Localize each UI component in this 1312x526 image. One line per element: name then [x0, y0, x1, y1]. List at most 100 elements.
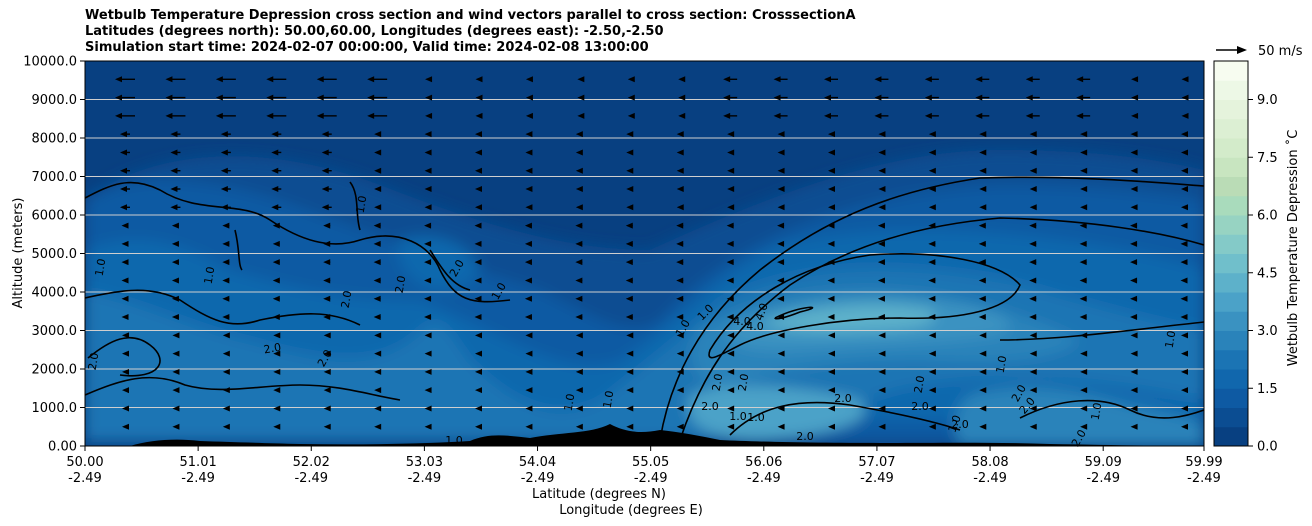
wind-vector-head: [828, 350, 835, 357]
wind-vector-head: [1029, 295, 1037, 302]
wind-vector-head: [323, 314, 331, 321]
wind-vector-head: [676, 387, 684, 394]
wind-vector-head: [676, 222, 684, 229]
wind-vector-head: [316, 94, 324, 101]
wind-vector-head: [1076, 112, 1084, 119]
wind-vector-head: [723, 76, 731, 83]
wind-vector-head: [1130, 259, 1138, 266]
wind-vector-head: [777, 277, 785, 284]
wind-vector-head: [122, 332, 129, 339]
wind-vector-head: [878, 204, 886, 211]
plot-area: 1.0 1.02.02.02.01.02.02.02.01.01.01.0 4.04…: [84, 60, 1205, 449]
wind-vector-head: [726, 314, 734, 321]
contour-label: 1.0: [1163, 330, 1179, 349]
x-tick-label-lon: -2.49: [973, 471, 1007, 486]
wind-vector-head: [222, 295, 230, 302]
contour-label: 1.0: [562, 393, 578, 412]
wind-vector-head: [1029, 350, 1037, 357]
wind-vector-head: [878, 149, 886, 156]
wind-vector-head: [525, 204, 533, 211]
wind-vector-head: [727, 368, 735, 375]
wind-vector-head: [626, 167, 634, 174]
wind-vector-head: [1181, 149, 1188, 156]
wind-vector-head: [525, 131, 533, 138]
wind-vector-head: [115, 112, 122, 119]
wind-vector-head: [424, 387, 432, 394]
wind-vector-head: [979, 423, 987, 430]
wind-vector-head: [367, 76, 375, 83]
colorbar-swatch: [1214, 176, 1248, 197]
wind-vector-head: [626, 332, 634, 339]
wind-vector-head: [115, 76, 122, 83]
wind-vector-head: [827, 295, 835, 302]
wind-vector-head: [626, 149, 634, 156]
wind-vector-head: [1029, 149, 1037, 156]
wind-vector-head: [1076, 94, 1084, 101]
colorbar-swatch: [1214, 388, 1248, 408]
wind-vector-head: [373, 314, 381, 321]
wind-vector-head: [1130, 332, 1138, 339]
colorbar-swatch: [1214, 349, 1248, 370]
contour-label: 2.0: [701, 400, 719, 413]
wind-vector-head: [524, 222, 532, 229]
colorbar-swatch: [1214, 234, 1248, 254]
x-tick-label-lat: 50.00: [66, 455, 103, 470]
x-tick-label-lat: 54.04: [519, 455, 556, 470]
wind-vector-head: [627, 94, 635, 101]
wind-vector-head: [474, 314, 482, 321]
wind-vector-head: [120, 186, 127, 193]
wind-vector-head: [575, 167, 583, 174]
colorbar-swatch: [1214, 253, 1248, 274]
wind-vector-head: [627, 76, 635, 83]
title-line-1: Wetbulb Temperature Depression cross sec…: [85, 8, 856, 23]
colorbar-swatch: [1214, 407, 1248, 428]
wind-vector-head: [475, 387, 482, 394]
wind-vector-head: [978, 314, 986, 321]
wind-vector-head: [172, 405, 180, 412]
wind-vector-head: [777, 204, 785, 211]
wind-vector-head: [272, 240, 280, 247]
wind-vector-head: [577, 94, 585, 101]
wind-vector-head: [524, 259, 532, 266]
wind-vector-head: [828, 368, 835, 375]
contour-label: 1.0: [747, 411, 765, 424]
wind-vector-head: [874, 76, 882, 83]
wind-vector-head: [424, 423, 432, 430]
wind-vector-head: [928, 149, 936, 156]
wind-vector-head: [424, 131, 432, 138]
wind-vector-head: [220, 186, 228, 193]
wind-vector-head: [424, 240, 432, 247]
colorbar-swatch: [1214, 311, 1248, 331]
wind-vector-head: [171, 295, 179, 302]
wind-vector-head: [877, 277, 885, 284]
colorbar-tick-label: 1.5: [1257, 382, 1278, 397]
wind-vector-head: [777, 423, 785, 430]
wind-vector-head: [272, 259, 280, 266]
wind-vector-head: [323, 423, 331, 430]
wind-vector-head: [878, 167, 886, 174]
wind-vector-head: [678, 76, 686, 83]
wind-vector-head: [1130, 405, 1138, 412]
wind-vector-head: [321, 204, 329, 211]
wind-vector-head: [727, 350, 735, 357]
wind-vector-head: [525, 423, 533, 430]
wind-vector-head: [1029, 368, 1037, 375]
wind-vector-head: [824, 76, 831, 83]
wind-vector-head: [777, 314, 785, 321]
wind-vector-head: [978, 277, 986, 284]
wind-vector-head: [575, 149, 583, 156]
wind-vector-head: [321, 131, 329, 138]
wind-vector-head: [928, 240, 936, 247]
wind-vector-head: [828, 204, 835, 211]
wind-vector-head: [374, 368, 382, 375]
wind-vector-head: [120, 204, 127, 211]
x-tick-label-lat: 53.03: [406, 455, 443, 470]
wind-vector-head: [424, 149, 432, 156]
wind-vector-head: [878, 368, 886, 375]
wind-vector-head: [928, 259, 936, 266]
wind-vector-head: [1130, 387, 1138, 394]
wind-vector-head: [777, 131, 785, 138]
x-axis-label-longitude: Longitude (degrees E): [559, 503, 703, 518]
wind-vector-head: [1180, 222, 1188, 229]
wind-vector-head: [727, 405, 735, 412]
